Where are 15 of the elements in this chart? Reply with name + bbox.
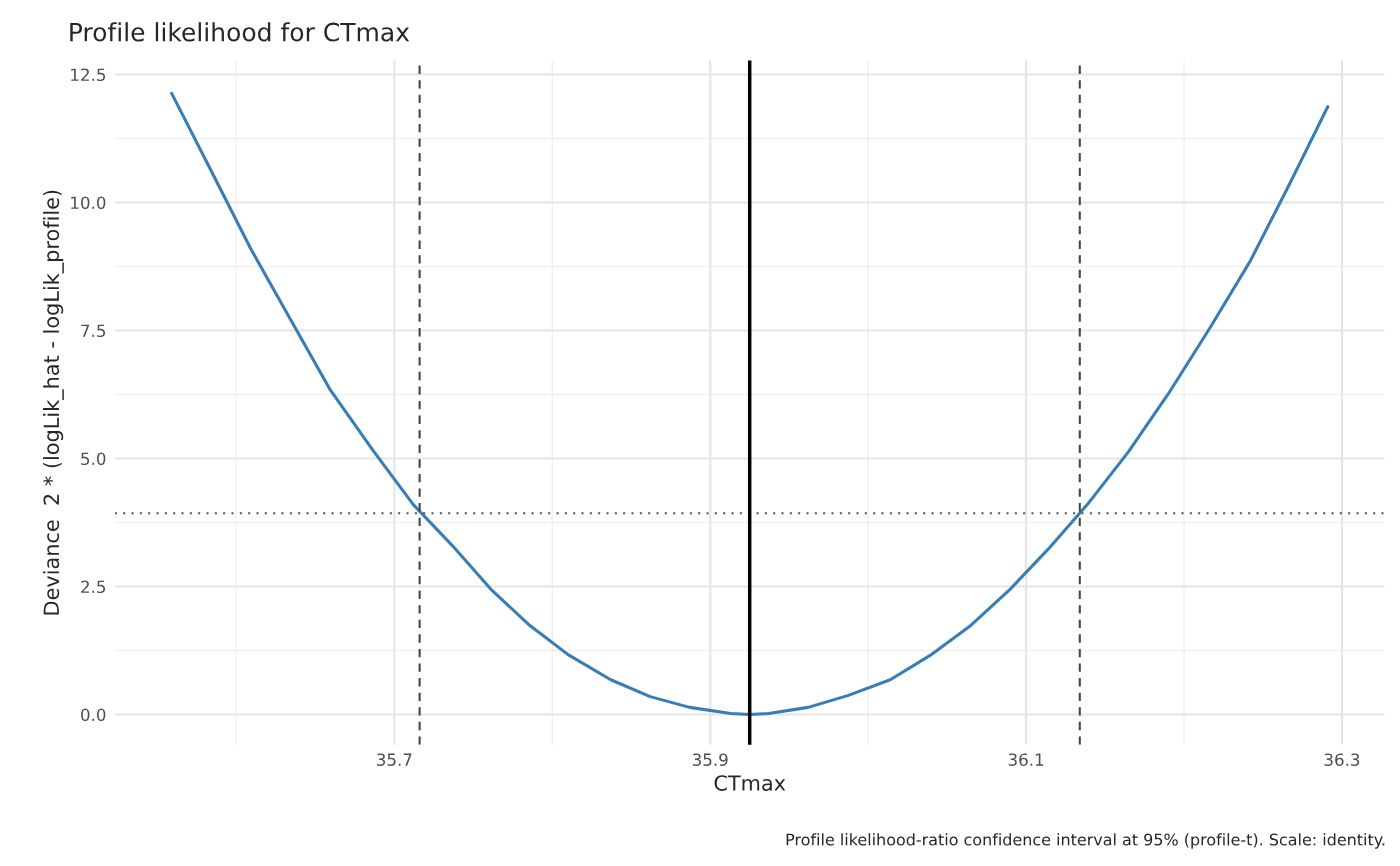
x-tick-label: 36.3	[1324, 753, 1360, 766]
x-tick-label: 35.7	[377, 753, 412, 766]
chart-title: Profile likelihood for CTmax	[70, 22, 410, 42]
y-tick-label: 0.0	[81, 708, 106, 722]
y-tick-label: 2.5	[81, 580, 106, 594]
y-tick-label: 10.0	[71, 196, 106, 210]
y-axis-title: Deviance 2 * (logLik_hat - logLik_profile)	[43, 190, 64, 615]
y-tick-label: 5.0	[81, 452, 106, 466]
text: Profile likelihood-ratio confidence interval at 95% (profile-t). Scale: identity.	[786, 833, 1385, 849]
x-tick-label: 35.9	[692, 753, 728, 766]
y-tick-label: 7.5	[81, 324, 106, 338]
line-series	[170, 91, 1330, 717]
x-axis-title: CTmax	[714, 775, 786, 791]
y-tick-label: 12.5	[71, 68, 106, 82]
x-tick-label: 36.1	[1008, 753, 1044, 766]
